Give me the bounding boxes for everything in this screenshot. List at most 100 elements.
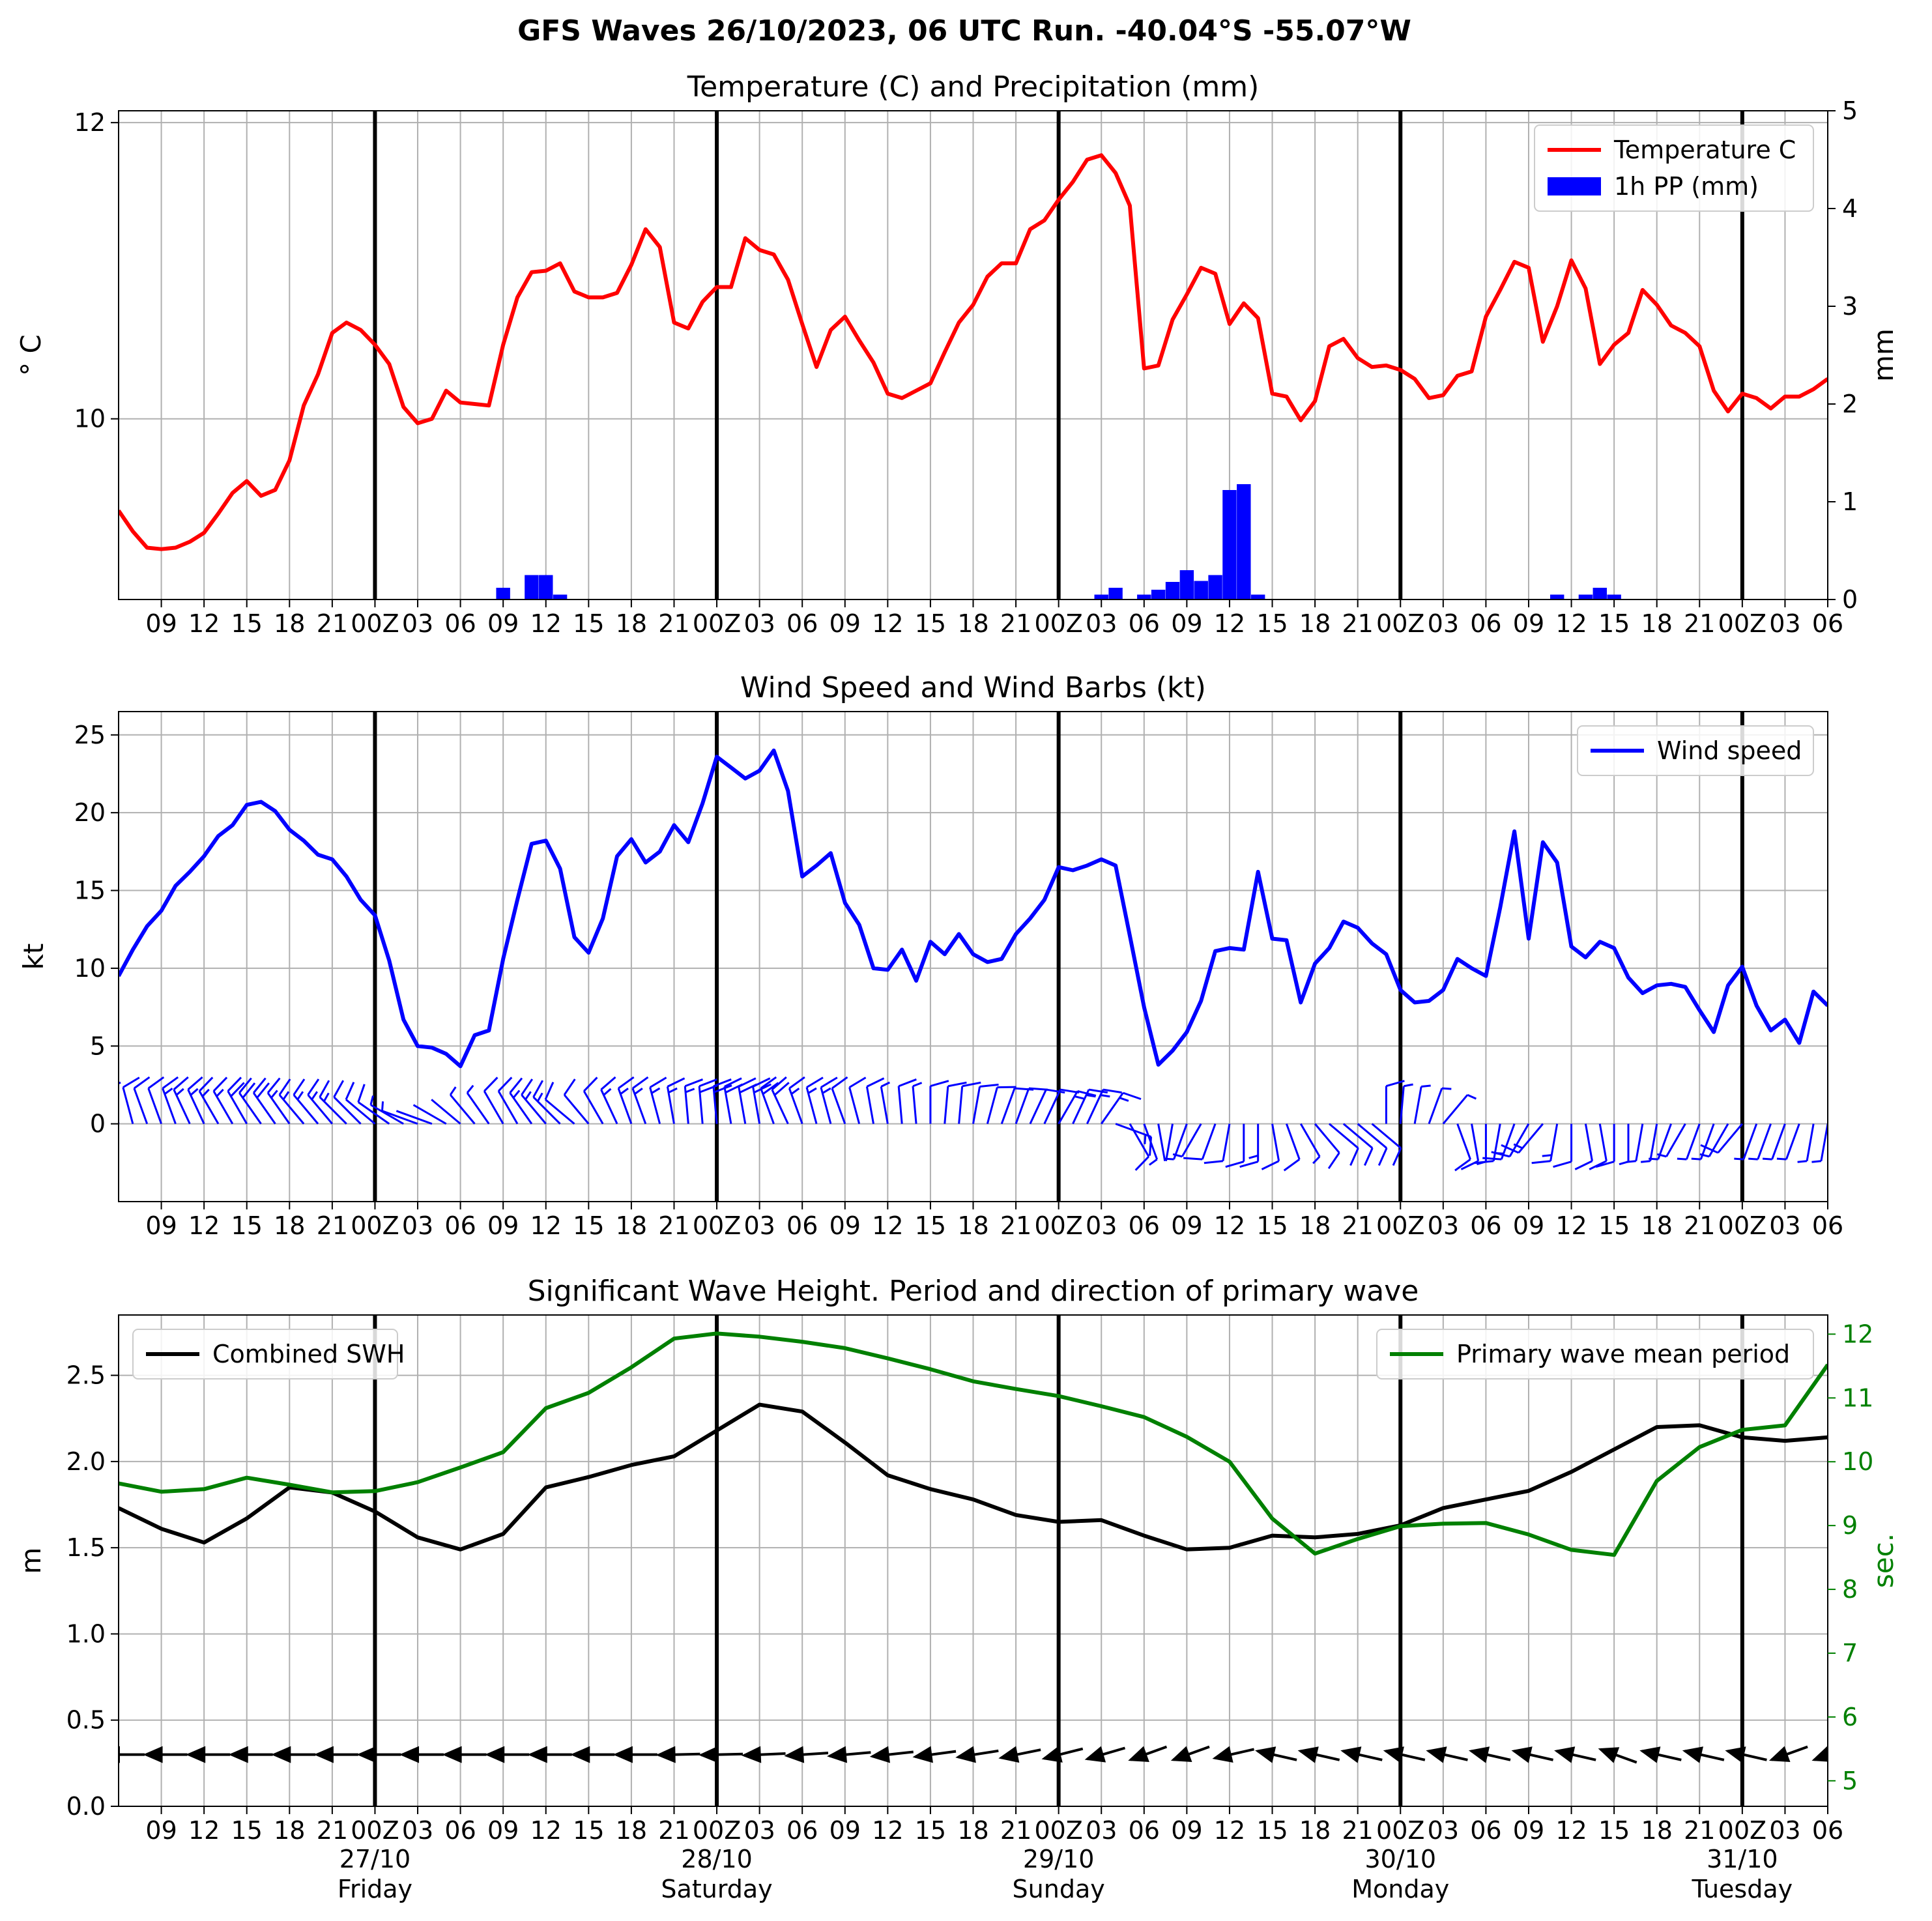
x-tick-label: 06 <box>1470 609 1501 638</box>
wind-barb-feather <box>319 1080 330 1098</box>
x-tick-label: 00Z <box>1376 1211 1424 1240</box>
wind-barb-staff <box>912 1086 917 1124</box>
wind-barb <box>1314 1123 1340 1170</box>
wind-barb-staff <box>1015 1088 1030 1125</box>
x-tick-label: 18 <box>957 609 988 638</box>
precip-bar <box>1222 490 1237 599</box>
wind-barb-staff <box>631 1088 647 1125</box>
wave-direction-arrow <box>1554 1746 1596 1763</box>
wind-barb-feather <box>1183 1157 1203 1161</box>
wind-barb <box>396 1110 433 1125</box>
wind-barb-staff <box>1771 1123 1786 1160</box>
wind-barb-feather <box>649 1076 667 1088</box>
wind-barb-staff <box>238 1092 262 1125</box>
wind-barb-staff <box>865 1086 874 1124</box>
x-tick-label: 00Z <box>1718 1816 1766 1845</box>
wind-barb-staff <box>345 1099 376 1125</box>
arrow-head <box>1598 1747 1620 1763</box>
wind-barb <box>497 1076 519 1125</box>
wind-barb-staff <box>1357 1123 1388 1149</box>
wind-barb-feather <box>760 1076 777 1090</box>
x-tick-label: 09 <box>1513 609 1544 638</box>
x-tick-label: 18 <box>1299 1211 1331 1240</box>
wind-barb <box>986 1086 1016 1125</box>
wind-barb <box>1157 1123 1166 1162</box>
x-tick-label: 03 <box>743 1211 775 1240</box>
x-tick-label: 09 <box>1171 1211 1202 1240</box>
x-tick-label: 12 <box>872 1211 903 1240</box>
wind-barb-feather <box>563 1078 576 1096</box>
y-tick-label: 10 <box>74 954 106 983</box>
wave-direction-arrow <box>741 1746 786 1763</box>
wind-barb-staff <box>431 1099 461 1125</box>
wind-barb-feather <box>1404 1083 1413 1088</box>
wind-barb <box>1776 1123 1800 1161</box>
wind-barb-feather <box>216 1088 224 1097</box>
x-tick-label: 06 <box>786 1816 818 1845</box>
x-tick-label: 00Z <box>1376 609 1424 638</box>
wind-barb <box>1589 1123 1608 1170</box>
y-tick-label: 0.0 <box>66 1792 106 1821</box>
wind-barb <box>544 1082 575 1125</box>
x-tick-label: 15 <box>231 609 263 638</box>
x-tick-label: 00Z <box>1376 1816 1424 1845</box>
wave-direction-arrow <box>570 1746 615 1763</box>
wind-barb-staff <box>1757 1123 1772 1160</box>
wind-barb-staff <box>1173 1123 1188 1160</box>
wind-barb-staff <box>972 1086 981 1124</box>
wind-barb-feather <box>790 1088 800 1095</box>
wind-barb <box>357 1084 390 1125</box>
wind-barb <box>1143 1123 1159 1166</box>
wind-barb-staff <box>738 1086 747 1124</box>
wave-direction-arrow <box>186 1746 231 1763</box>
arrow-head <box>1383 1746 1404 1763</box>
x-tick-label: 15 <box>1256 609 1288 638</box>
wind-barb-feather <box>898 1078 917 1088</box>
wind-barb <box>1283 1123 1301 1172</box>
x-tick-label: 09 <box>1171 609 1202 638</box>
wave-direction-arrow <box>1598 1747 1637 1764</box>
wind-barb <box>1428 1087 1452 1125</box>
x-tick-label: 15 <box>573 609 604 638</box>
wind-barb-staff <box>319 1096 347 1125</box>
wind-barb-staff <box>521 1094 547 1125</box>
plot-content <box>119 1331 1828 1764</box>
arrow-head <box>998 1746 1020 1763</box>
x-tick-label: 21 <box>1684 1816 1715 1845</box>
wind-barb-staff <box>545 1099 575 1125</box>
wind-barb-staff <box>1328 1123 1359 1149</box>
wind-barb-staff <box>1371 1123 1402 1149</box>
x-tick-label: 21 <box>1000 609 1031 638</box>
x-tick-label: 18 <box>616 609 647 638</box>
y-tick-label: 2.0 <box>66 1447 106 1476</box>
wind-barb-staff <box>1157 1123 1166 1162</box>
plot-content <box>119 748 1828 1172</box>
arrow-head <box>1725 1746 1746 1763</box>
x-tick-label: 03 <box>1086 1211 1117 1240</box>
wind-barb <box>1677 1123 1701 1161</box>
wind-barb-staff <box>1143 1123 1159 1160</box>
wind-barb <box>1204 1123 1231 1164</box>
wind-barb <box>173 1076 191 1125</box>
y-axis-label: kt <box>18 944 50 970</box>
y-right-tick-label: 4 <box>1842 194 1858 223</box>
x-tick-label: 15 <box>915 1816 946 1845</box>
wind-barb-staff <box>771 1089 789 1125</box>
wind-barb-feather <box>497 1076 513 1092</box>
wind-barb <box>1595 1123 1615 1168</box>
wind-barb-feather <box>466 1084 474 1094</box>
wind-barb-feather <box>256 1082 270 1099</box>
x-tick-label: 15 <box>231 1816 263 1845</box>
wind-barb-feather <box>227 1076 242 1092</box>
wind-barb-feather <box>822 1087 831 1094</box>
wind-barb <box>187 1076 205 1125</box>
wind-barb-feather <box>190 1088 199 1096</box>
wind-barb <box>267 1077 291 1125</box>
arrow-head <box>955 1746 976 1763</box>
wind-barb <box>1086 1088 1122 1125</box>
wind-barb-feather <box>752 1077 771 1088</box>
wind-barb-feather <box>866 1077 885 1088</box>
x-tick-label: 15 <box>915 1211 946 1240</box>
wind-barb-feather <box>1283 1158 1301 1172</box>
